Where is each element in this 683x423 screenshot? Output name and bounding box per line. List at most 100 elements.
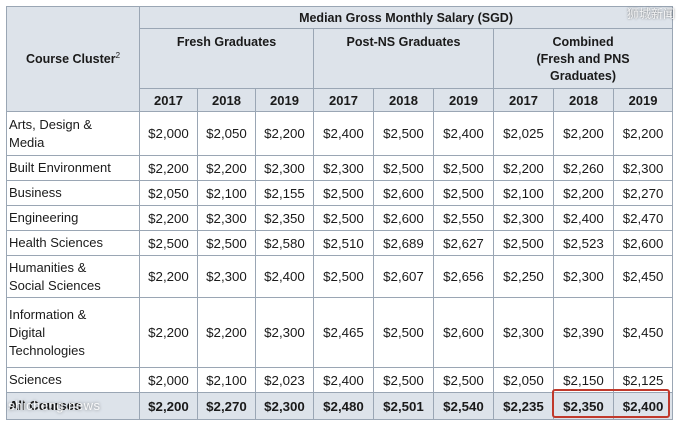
group-header-line: Graduates) — [550, 69, 617, 83]
salary-cell: $2,350 — [553, 392, 614, 420]
course-cluster-line: Health Sciences — [9, 235, 103, 250]
salary-cell: $2,300 — [493, 297, 554, 368]
group-header-line: Combined — [552, 35, 614, 49]
salary-cell: $2,100 — [197, 367, 256, 393]
course-cluster-line: Social Sciences — [9, 277, 101, 293]
table-row: Built Environment $2,200 $2,200 $2,300 $2,30… — [6, 155, 674, 181]
course-cluster-cell: Humanities & Social Sciences — [6, 255, 140, 298]
salary-cell: $2,600 — [433, 297, 494, 368]
salary-cell: $2,600 — [373, 205, 434, 231]
salary-cell: $2,125 — [612, 367, 674, 393]
course-cluster-line: Business — [9, 185, 62, 200]
year-header: 2018 — [197, 88, 256, 112]
watermark-top: 狮城新闻 — [626, 7, 675, 21]
table-title: Median Gross Monthly Salary (SGD) — [138, 6, 674, 29]
salary-cell: $2,200 — [553, 180, 614, 206]
salary-cell: $2,500 — [313, 180, 374, 206]
year-header: 2018 — [373, 88, 434, 112]
salary-cell: $2,689 — [373, 230, 434, 256]
total-row: All Courses $2,200 $2,270 $2,300 $2,480 $2,50… — [6, 392, 674, 420]
course-cluster-cell: Sciences — [6, 367, 140, 393]
group-header-row: Fresh Graduates Post-NS Graduates Combined… — [7, 28, 674, 89]
salary-cell: $2,200 — [139, 205, 198, 231]
salary-cell: $2,250 — [493, 255, 554, 298]
course-cluster-header: Course Cluster2 — [6, 6, 140, 112]
salary-cell: $2,300 — [553, 255, 614, 298]
salary-cell: $2,000 — [139, 367, 198, 393]
group-header: Combined (Fresh and PNS Graduates) — [492, 28, 674, 89]
course-cluster-cell: All Courses — [6, 392, 140, 420]
course-cluster-cell: Arts, Design & Media — [6, 111, 140, 156]
salary-cell: $2,300 — [255, 392, 314, 420]
year-header: 2017 — [493, 88, 554, 112]
salary-cell: $2,450 — [612, 255, 674, 298]
salary-cell: $2,400 — [255, 255, 314, 298]
salary-cell: $2,470 — [612, 205, 674, 231]
salary-cell: $2,500 — [313, 205, 374, 231]
salary-cell: $2,390 — [553, 297, 614, 368]
salary-cell: $2,400 — [612, 392, 674, 420]
salary-cell: $2,200 — [139, 155, 198, 181]
salary-cell: $2,656 — [433, 255, 494, 298]
course-cluster-cell: Business — [6, 180, 140, 206]
salary-cell: $2,500 — [373, 297, 434, 368]
salary-cell: $2,400 — [313, 367, 374, 393]
salary-cell: $2,607 — [373, 255, 434, 298]
salary-cell: $2,480 — [313, 392, 374, 420]
salary-cell: $2,300 — [255, 297, 314, 368]
salary-cell: $2,500 — [493, 230, 554, 256]
salary-cell: $2,600 — [612, 230, 674, 256]
salary-cell: $2,300 — [313, 155, 374, 181]
salary-cell: $2,500 — [433, 180, 494, 206]
salary-cell: $2,400 — [553, 205, 614, 231]
salary-cell: $2,200 — [139, 297, 198, 368]
footnote-marker: 2 — [115, 51, 121, 61]
year-header: 2019 — [433, 88, 494, 112]
salary-cell: $2,300 — [197, 205, 256, 231]
salary-cell: $2,501 — [373, 392, 434, 420]
table-row: Business $2,050 $2,100 $2,155 $2,500 $2,600 $2… — [6, 180, 674, 206]
salary-cell: $2,270 — [612, 180, 674, 206]
salary-cell: $2,580 — [255, 230, 314, 256]
salary-cell: $2,270 — [197, 392, 256, 420]
salary-cell: $2,300 — [255, 155, 314, 181]
table-row: Arts, Design & Media $2,000 $2,050 $2,200 $2,… — [6, 111, 674, 156]
salary-cell: $2,400 — [433, 111, 494, 156]
salary-cell: $2,050 — [139, 180, 198, 206]
group-header: Fresh Graduates — [139, 28, 314, 89]
course-cluster-cell: Engineering — [6, 205, 140, 231]
salary-cell: $2,200 — [197, 297, 256, 368]
salary-cell: $2,000 — [139, 111, 198, 156]
salary-cell: $2,500 — [373, 155, 434, 181]
salary-cell: $2,300 — [493, 205, 554, 231]
salary-cell: $2,050 — [493, 367, 554, 393]
salary-cell: $2,200 — [493, 155, 554, 181]
year-header: 2019 — [255, 88, 314, 112]
table-row: Sciences $2,000 $2,100 $2,023 $2,400 $2,500 $2… — [6, 367, 674, 393]
salary-cell: $2,200 — [139, 255, 198, 298]
group-header-line: Fresh Graduates — [176, 35, 277, 49]
table-body: Arts, Design & Media $2,000 $2,050 $2,200 $2,… — [6, 111, 674, 420]
table-row: Engineering $2,200 $2,300 $2,350 $2,500 $2,60… — [6, 205, 674, 231]
course-cluster-line: Engineering — [9, 210, 79, 225]
salary-cell: $2,400 — [313, 111, 374, 156]
course-cluster-label: Course Cluster — [25, 52, 116, 67]
salary-cell: $2,150 — [553, 367, 614, 393]
course-cluster-line: Humanities & — [9, 259, 87, 275]
salary-cell: $2,200 — [255, 111, 314, 156]
salary-cell: $2,500 — [433, 155, 494, 181]
salary-cell: $2,200 — [553, 111, 614, 156]
course-cluster-line: Technologies — [9, 342, 85, 358]
salary-cell: $2,200 — [612, 111, 674, 156]
course-cluster-cell: Health Sciences — [6, 230, 140, 256]
course-cluster-cell: Information & Digital Technologies — [6, 297, 140, 368]
watermark-bottom: shicheng.news — [8, 398, 101, 413]
salary-cell: $2,050 — [197, 111, 256, 156]
salary-cell: $2,260 — [553, 155, 614, 181]
year-header: 2017 — [313, 88, 374, 112]
salary-cell: $2,235 — [493, 392, 554, 420]
salary-cell: $2,500 — [139, 230, 198, 256]
salary-cell: $2,025 — [493, 111, 554, 156]
salary-cell: $2,500 — [313, 255, 374, 298]
course-cluster-line: Built Environment — [9, 160, 111, 175]
